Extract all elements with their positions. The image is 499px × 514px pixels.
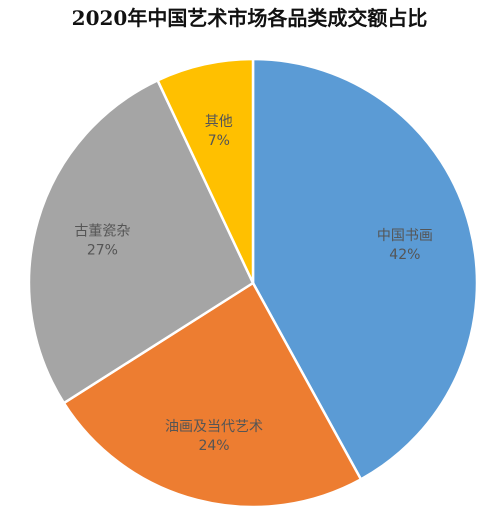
slice-category-label: 古董瓷杂 [74, 223, 130, 239]
pie-slice-4 [155, 57, 255, 284]
chart-title: 2020年中国艺术市场各品类成交额占比 [71, 6, 428, 30]
pie-labels: 中国书画 42% 油画及当代艺术 24% 古董瓷杂 27% 其他 7% [74, 114, 432, 454]
slice-category-label: 其他 [205, 114, 233, 130]
slice-percent-label: 7% [208, 133, 230, 149]
slice-percent-label: 27% [87, 242, 118, 258]
slice-percent-label: 42% [389, 247, 420, 263]
pie-slice-2 [62, 281, 363, 509]
pie-slices [27, 57, 479, 509]
pie-slice-1 [251, 57, 479, 481]
slice-category-label: 油画及当代艺术 [165, 419, 263, 435]
pie-slice-3 [27, 78, 255, 405]
slice-category-label: 中国书画 [377, 228, 433, 244]
slice-percent-label: 24% [198, 438, 229, 454]
